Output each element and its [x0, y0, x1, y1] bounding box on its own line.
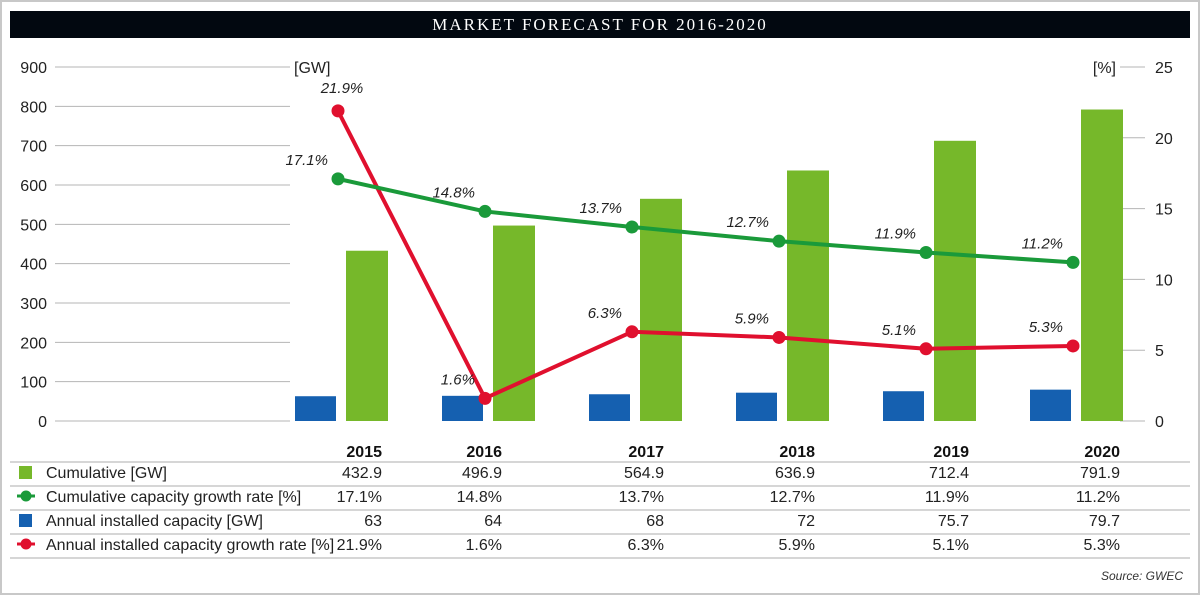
bar-cumulative [787, 170, 829, 421]
line-cumulative-growth [337, 176, 1074, 265]
table-cell: 5.1% [933, 537, 969, 554]
table-cell: 12.7% [770, 489, 815, 506]
table-cell: 11.2% [1076, 489, 1120, 506]
left-axis-tick-label: 0 [38, 414, 47, 431]
point-cumulative-growth [625, 220, 639, 234]
table-year-header: 2017 [628, 444, 664, 461]
right-axis-tick-label: 15 [1155, 202, 1173, 219]
point-annual-growth [478, 391, 492, 405]
source-note: Source: GWEC [1101, 569, 1183, 583]
table-cell: 72 [797, 513, 815, 530]
table-row-label: Annual installed capacity growth rate [%… [46, 537, 334, 554]
table-cell: 17.1% [337, 489, 382, 506]
bar-annual [1030, 389, 1071, 421]
data-label: 14.8% [432, 184, 475, 201]
table-cell: 712.4 [929, 465, 969, 482]
point-annual-growth [919, 342, 933, 356]
data-label: 21.9% [320, 80, 364, 97]
left-axis-tick-label: 900 [20, 60, 47, 77]
right-axis-tick-label: 25 [1155, 60, 1173, 77]
right-axis-tick-label: 0 [1155, 414, 1164, 431]
table-cell: 75.7 [938, 513, 969, 530]
data-label: 17.1% [285, 152, 328, 169]
left-axis-tick-label: 300 [20, 296, 47, 313]
legend-square-icon [19, 466, 32, 479]
legend-dot-icon [20, 538, 32, 550]
data-label: 5.3% [1029, 319, 1063, 336]
table-year-header: 2020 [1084, 444, 1120, 461]
right-axis-unit: [%] [1093, 60, 1116, 77]
left-axis-tick-label: 800 [20, 99, 47, 116]
bar-annual [295, 396, 336, 421]
point-cumulative-growth [331, 172, 345, 186]
bar-annual [736, 392, 777, 421]
left-axis-tick-label: 200 [20, 335, 47, 352]
table-cell: 13.7% [619, 489, 664, 506]
right-axis-tick-label: 10 [1155, 272, 1173, 289]
data-label: 11.2% [1022, 235, 1063, 252]
table-cell: 63 [364, 513, 382, 530]
line-annual-growth [336, 109, 1074, 401]
data-label: 11.9% [875, 225, 916, 242]
table-cell: 5.9% [779, 537, 815, 554]
table-year-header: 2019 [933, 444, 969, 461]
data-label: 5.9% [735, 310, 769, 327]
right-axis-tick-label: 5 [1155, 343, 1164, 360]
data-label: 5.1% [882, 322, 916, 339]
table-cell: 11.9% [925, 489, 969, 506]
point-annual-growth [331, 104, 345, 118]
left-axis-unit: [GW] [294, 60, 330, 77]
left-axis-tick-label: 400 [20, 257, 47, 274]
table-cell: 5.3% [1084, 537, 1120, 554]
table-year-header: 2016 [466, 444, 502, 461]
table-cell: 432.9 [342, 465, 382, 482]
bar-cumulative [640, 198, 682, 421]
table-cell: 496.9 [462, 465, 502, 482]
bar-cumulative [1081, 109, 1123, 421]
table-year-header: 2015 [346, 444, 382, 461]
data-label: 1.6% [441, 371, 475, 388]
left-axis-tick-label: 500 [20, 217, 47, 234]
legend-square-icon [19, 514, 32, 527]
table-row-label: Annual installed capacity [GW] [46, 513, 263, 530]
point-cumulative-growth [478, 204, 492, 218]
table-cell: 68 [646, 513, 664, 530]
bar-annual [883, 391, 924, 421]
table-cell: 636.9 [775, 465, 815, 482]
bar-cumulative [934, 140, 976, 421]
table-cell: 791.9 [1080, 465, 1120, 482]
data-label: 6.3% [588, 305, 622, 322]
point-annual-growth [1066, 339, 1080, 353]
bar-cumulative [346, 250, 388, 421]
table-cell: 1.6% [466, 537, 502, 554]
table-row-label: Cumulative [GW] [46, 465, 167, 482]
table-cell: 21.9% [337, 537, 382, 554]
point-annual-growth [625, 325, 639, 339]
table-year-header: 2018 [779, 444, 815, 461]
bar-cumulative [493, 225, 535, 421]
point-annual-growth [772, 330, 786, 344]
bar-annual [589, 394, 630, 421]
table-cell: 564.9 [624, 465, 664, 482]
left-axis-tick-label: 700 [20, 139, 47, 156]
data-label: 13.7% [579, 200, 622, 217]
point-cumulative-growth [919, 245, 933, 259]
point-cumulative-growth [1066, 255, 1080, 269]
table-cell: 6.3% [628, 537, 664, 554]
table-row-label: Cumulative capacity growth rate [%] [46, 489, 301, 506]
table-cell: 14.8% [457, 489, 502, 506]
table-cell: 79.7 [1089, 513, 1120, 530]
right-axis-tick-label: 20 [1155, 131, 1173, 148]
legend-dot-icon [20, 490, 32, 502]
bar-annual [442, 395, 483, 421]
left-axis-tick-label: 100 [20, 375, 47, 392]
data-label: 12.7% [726, 214, 769, 231]
left-axis-tick-label: 600 [20, 178, 47, 195]
point-cumulative-growth [772, 234, 786, 248]
table-cell: 64 [484, 513, 502, 530]
chart-title: MARKET FORECAST FOR 2016-2020 [10, 11, 1190, 38]
